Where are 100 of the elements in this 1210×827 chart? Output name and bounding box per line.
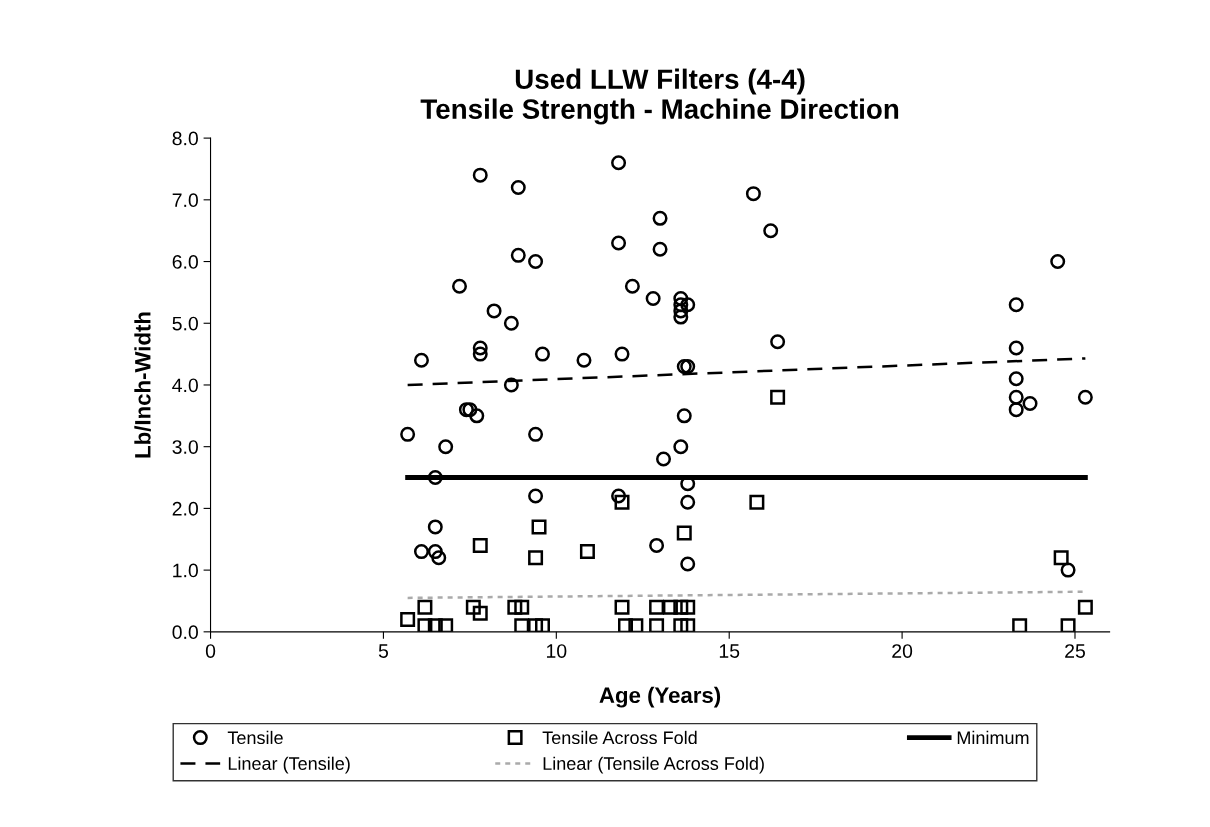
point (614, 494, 630, 510)
point (472, 167, 488, 183)
point (427, 519, 443, 535)
x-tick-label: 15 (719, 644, 740, 658)
point (611, 155, 627, 171)
point (673, 291, 689, 307)
point (656, 451, 672, 467)
point (458, 402, 474, 418)
legend-label: Linear (Tensile Across Fold) (543, 756, 764, 774)
x-tick-label: 0 (205, 644, 216, 658)
point (745, 186, 761, 202)
point (576, 352, 592, 368)
point (673, 439, 689, 455)
point (579, 544, 595, 560)
point (462, 402, 478, 418)
point (673, 599, 689, 615)
point (531, 519, 547, 535)
point (427, 544, 443, 560)
y-tick-label: 4.0 (172, 378, 198, 393)
point (1008, 297, 1024, 313)
point (528, 550, 544, 566)
point (528, 426, 544, 442)
point (472, 537, 488, 553)
point (413, 352, 429, 368)
point (438, 439, 454, 455)
point (452, 278, 467, 294)
point (649, 599, 665, 615)
point (649, 618, 665, 632)
point (1008, 402, 1024, 418)
point (1060, 618, 1076, 632)
x-tick-label: 10 (546, 644, 567, 658)
point (1077, 599, 1093, 615)
point (503, 315, 519, 331)
point (534, 618, 550, 632)
point (614, 346, 630, 362)
point (680, 297, 696, 313)
point (400, 611, 416, 627)
point (763, 223, 779, 239)
point (680, 358, 696, 374)
point (624, 278, 640, 294)
point (614, 599, 630, 615)
x-tick-label: 5 (378, 644, 389, 658)
point (662, 599, 678, 615)
point (1060, 562, 1076, 578)
point (413, 544, 429, 560)
point (528, 488, 544, 504)
point (1077, 389, 1093, 405)
point (427, 618, 443, 632)
y-tick-label: 7.0 (172, 193, 198, 208)
point (770, 334, 786, 350)
point (652, 241, 668, 257)
point (465, 599, 481, 615)
y-tick-label: 1.0 (173, 563, 198, 578)
point (1008, 371, 1024, 387)
point (652, 210, 668, 226)
point (617, 618, 633, 632)
point (611, 235, 627, 251)
x-tick-label: 20 (892, 644, 913, 658)
legend-label: Linear (Tensile) (228, 756, 350, 774)
point (676, 358, 692, 374)
point (486, 303, 502, 319)
legend-label: Minimum (957, 730, 1029, 745)
point (528, 618, 544, 632)
point (1053, 550, 1069, 566)
y-axis-title: Lb/Inch-Width (134, 312, 151, 458)
point (400, 426, 416, 442)
point (1008, 340, 1024, 356)
point (645, 291, 661, 307)
point (680, 618, 696, 632)
point (673, 309, 689, 325)
point (649, 537, 665, 553)
y-tick-label: 2.0 (172, 501, 198, 516)
point (673, 618, 689, 632)
point (510, 179, 526, 195)
point (1022, 395, 1038, 411)
point (1050, 254, 1066, 270)
point (472, 340, 488, 356)
x-tick-label: 25 (1065, 644, 1085, 658)
point (510, 247, 526, 263)
point (680, 599, 696, 615)
y-tick-label: 8.0 (172, 131, 198, 146)
legend-label: Tensile (227, 730, 283, 745)
point (770, 389, 786, 405)
y-tick-label: 5.0 (172, 316, 198, 331)
point (611, 488, 627, 504)
point (472, 605, 488, 621)
x-axis-title: Age (Years) (599, 686, 721, 708)
point (628, 618, 644, 632)
point (438, 618, 454, 632)
point (680, 494, 696, 510)
point (528, 254, 544, 270)
point (514, 618, 530, 632)
chart-title: Used LLW Filters (4-4) Tensile Strength - Machine Direction (420, 68, 899, 125)
y-tick-label: 6.0 (172, 255, 198, 269)
y-tick-label: 3.0 (172, 440, 198, 454)
legend-label: Tensile Across Fold (542, 730, 697, 745)
point (417, 599, 433, 615)
point (431, 550, 447, 566)
point (680, 556, 696, 572)
point (514, 599, 530, 615)
